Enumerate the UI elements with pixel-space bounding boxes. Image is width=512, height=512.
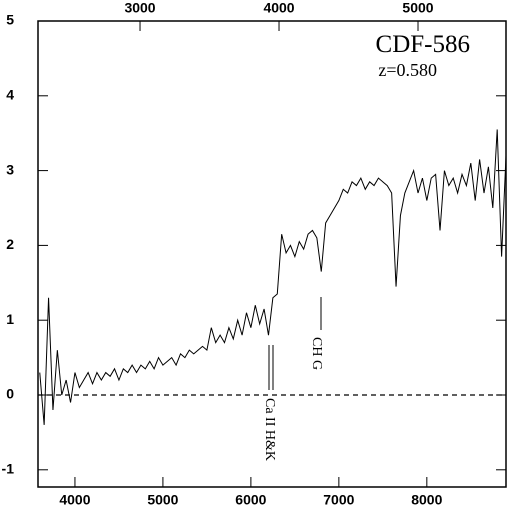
x-tick-label: 5000 — [147, 492, 178, 508]
chg-label: CH G — [309, 337, 324, 370]
ca-label: Ca II H&K — [262, 398, 277, 461]
y-tick-label: 3 — [6, 161, 14, 177]
y-tick-label: -1 — [2, 460, 15, 476]
y-tick-label: 4 — [6, 87, 14, 103]
x-tick-label: 6000 — [235, 492, 266, 508]
object-name: CDF-586 — [376, 31, 470, 58]
x2-tick-label: 5000 — [402, 0, 433, 16]
x-tick-label: 4000 — [59, 492, 90, 508]
y-tick-label: 2 — [6, 236, 14, 252]
y-tick-label: 0 — [6, 386, 14, 402]
y-tick-label: 5 — [6, 12, 14, 28]
spectrum-line — [39, 129, 507, 425]
x-tick-label: 8000 — [411, 492, 442, 508]
plot-frame — [37, 20, 507, 488]
y-tick-label: 1 — [6, 311, 14, 327]
x2-tick-label: 3000 — [124, 0, 155, 16]
x-tick-label: 7000 — [323, 492, 354, 508]
x2-tick-label: 4000 — [263, 0, 294, 16]
redshift: z=0.580 — [378, 60, 437, 80]
